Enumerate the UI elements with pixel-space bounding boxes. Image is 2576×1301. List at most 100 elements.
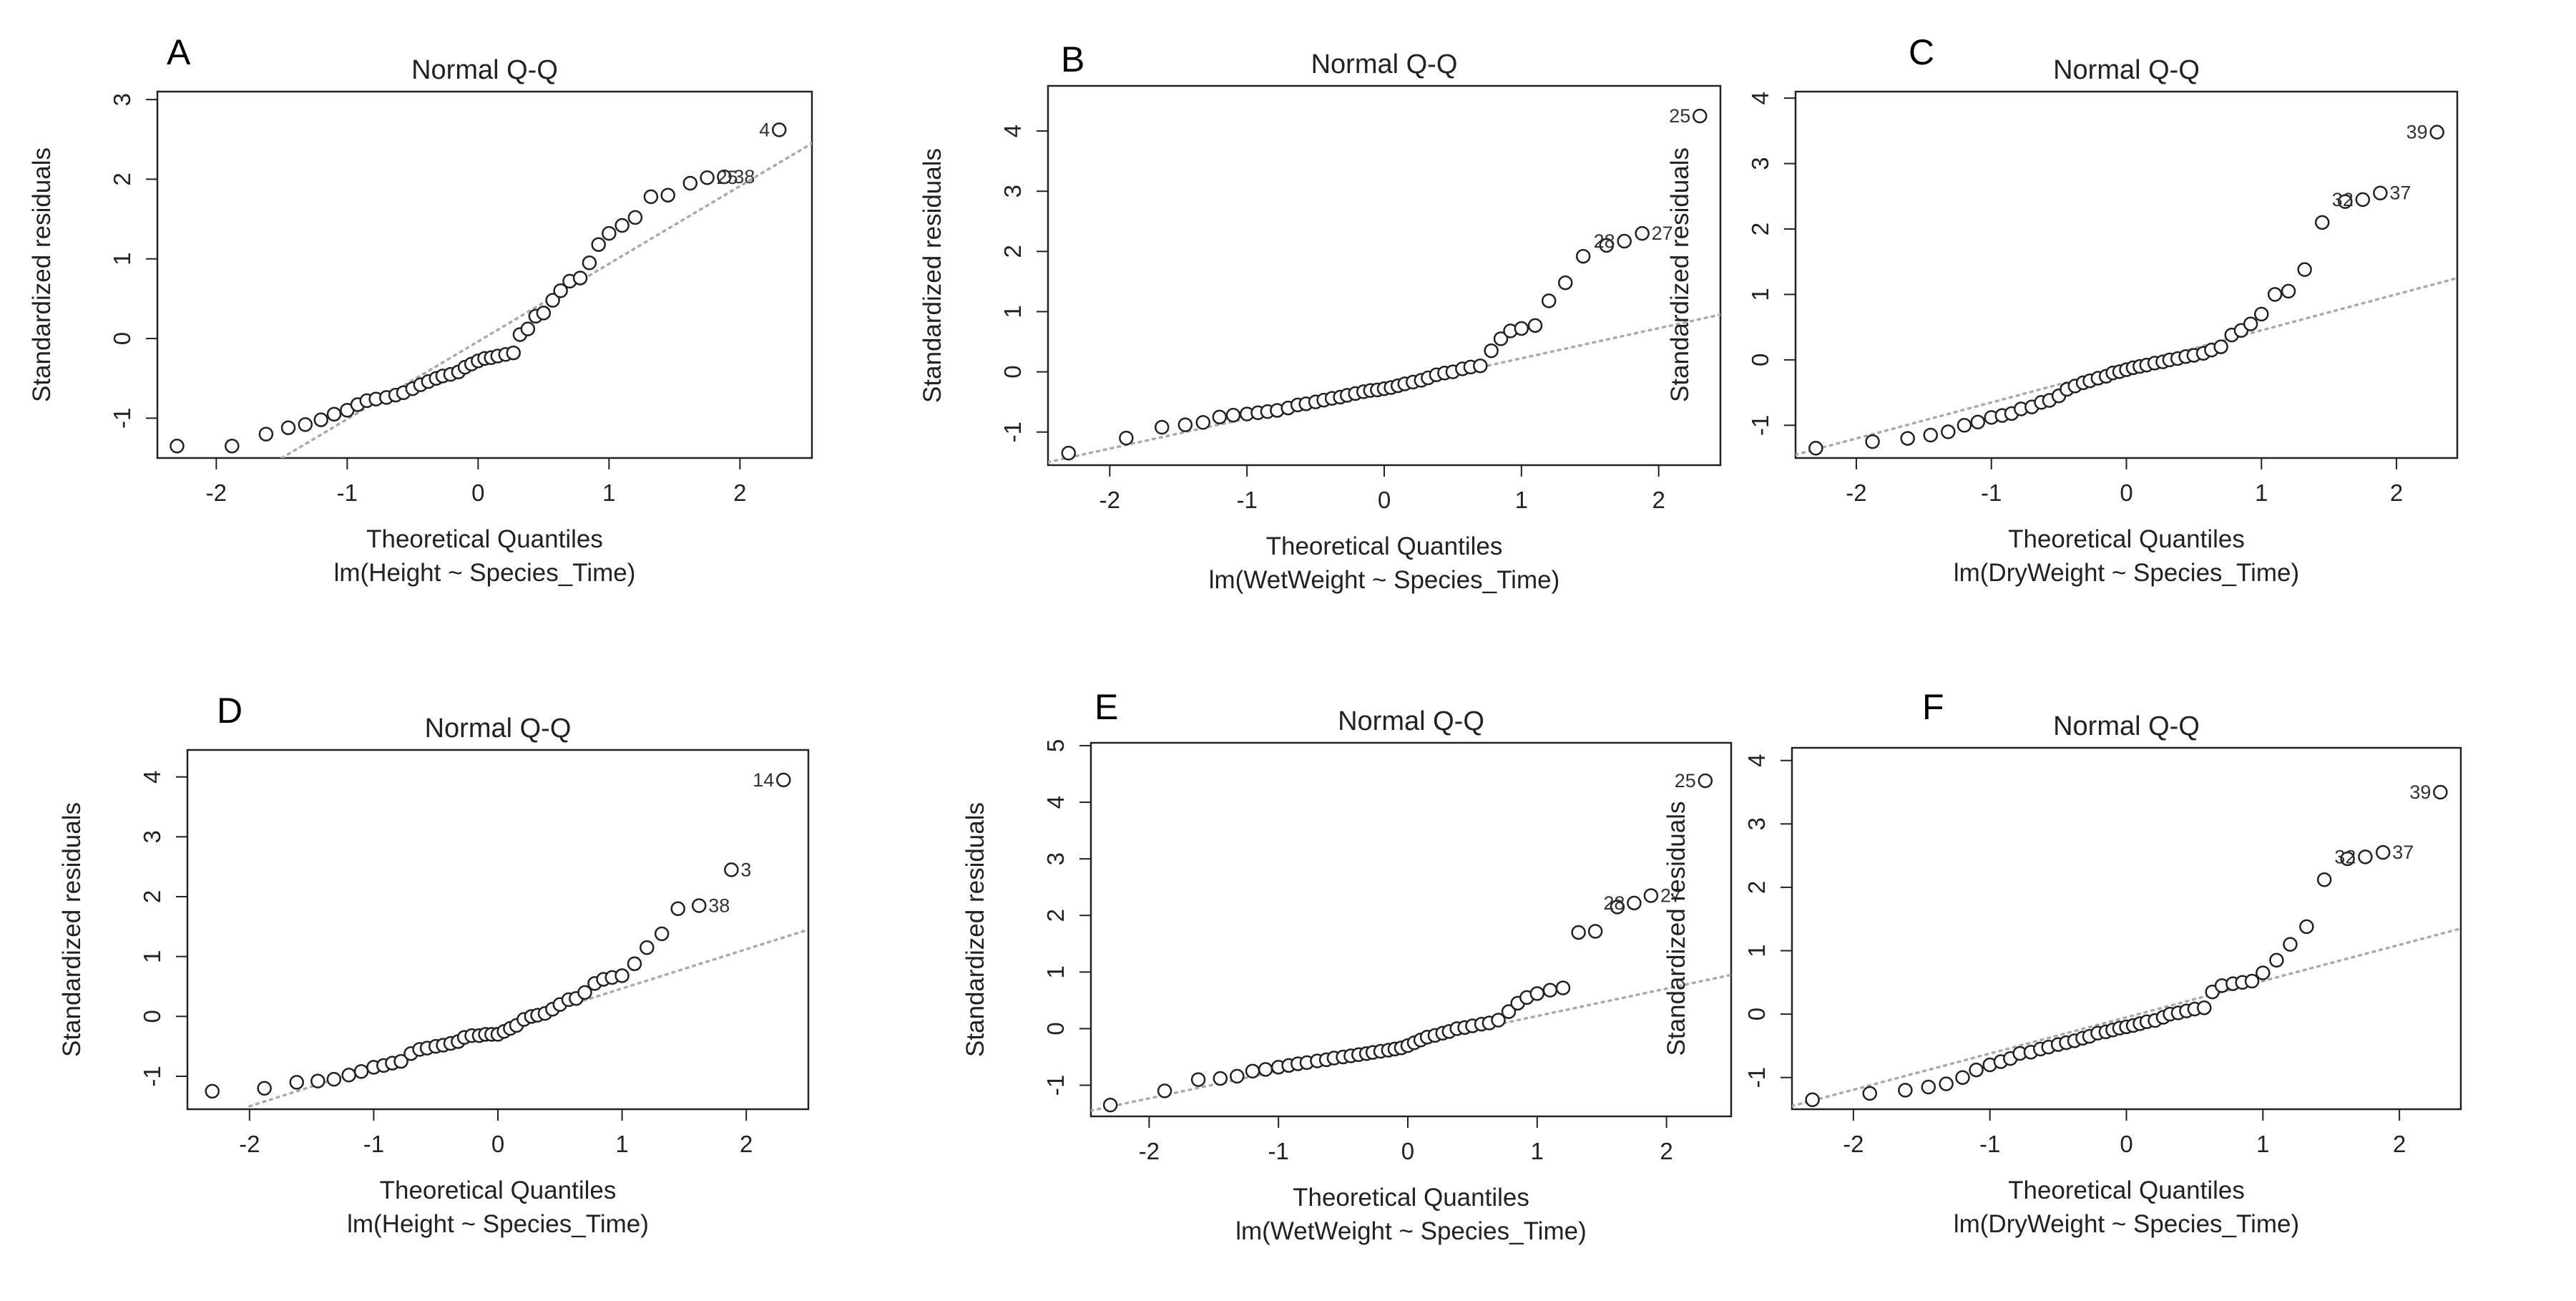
data-point-a <box>682 175 698 191</box>
data-point-c <box>2338 194 2353 209</box>
data-point-e <box>1230 1068 1245 1084</box>
data-point-f <box>1969 1062 1984 1078</box>
y-tick-label-c: 4 <box>1747 92 1773 104</box>
data-point-a <box>536 306 552 321</box>
data-point-a <box>313 412 328 427</box>
data-point-c <box>1957 418 1972 433</box>
data-point-e <box>1213 1071 1228 1086</box>
data-point-e <box>1491 1013 1506 1028</box>
x-tick-label-d: 2 <box>740 1131 753 1157</box>
data-point-c <box>1808 441 1823 456</box>
data-point-a <box>506 345 521 361</box>
data-point-b <box>1617 233 1632 249</box>
x-tick-label-c: -2 <box>1846 479 1866 506</box>
data-point-b <box>1195 415 1211 430</box>
data-point-b <box>1119 430 1134 446</box>
x-tick-label-d: -2 <box>239 1131 260 1157</box>
y-tick-label-a: 3 <box>109 93 135 106</box>
x-tick-label-b: 2 <box>1652 487 1665 513</box>
data-point-d <box>289 1075 305 1090</box>
x-tick-label-d: 0 <box>491 1131 504 1157</box>
data-point-c <box>2355 192 2371 208</box>
data-point-f <box>2375 844 2391 860</box>
x-tick-label-f: 1 <box>2256 1131 2269 1157</box>
point-label-a: 4 <box>759 119 770 140</box>
data-point-f <box>2433 784 2448 800</box>
panel-letter-d: D <box>217 691 243 731</box>
data-point-e <box>1610 900 1625 915</box>
point-label-d: 14 <box>753 769 774 791</box>
y-tick-label-f: 3 <box>1743 817 1770 830</box>
plot-title-f: Normal Q-Q <box>2053 711 2200 741</box>
x-axis-label-b: Theoretical Quantiles <box>1266 532 1503 560</box>
data-point-f <box>1921 1079 1936 1095</box>
data-point-f <box>1898 1083 1913 1098</box>
data-point-f <box>2244 973 2260 989</box>
x-tick-label-e: 1 <box>1531 1138 1544 1164</box>
data-point-b <box>1154 419 1170 435</box>
data-point-c <box>1900 431 1915 446</box>
point-label-c: 37 <box>2389 182 2411 204</box>
data-point-b <box>1635 225 1650 241</box>
y-tick-label-d: 1 <box>139 950 165 963</box>
data-point-c <box>2314 215 2330 230</box>
x-tick-label-b: 0 <box>1378 487 1391 513</box>
x-tick-label-b: 1 <box>1515 487 1528 513</box>
data-point-e <box>1245 1063 1260 1078</box>
data-point-f <box>2299 919 2314 935</box>
data-point-a <box>772 122 787 137</box>
data-point-f <box>1862 1086 1878 1101</box>
point-label-e: 25 <box>1675 770 1696 791</box>
data-point-c <box>2297 262 2312 277</box>
data-point-a <box>572 271 588 286</box>
data-point-d <box>670 901 685 916</box>
data-point-a <box>591 237 606 252</box>
y-tick-label-d: -1 <box>139 1066 165 1086</box>
point-label-e: 28 <box>1603 892 1625 914</box>
panel-letter-c: C <box>1909 32 1934 72</box>
data-point-c <box>1865 434 1880 449</box>
data-point-d <box>205 1083 220 1099</box>
data-point-a <box>225 439 240 454</box>
panel-a: A Normal Q-Q -2 -1 0 1 2 -1 0 1 2 3 Theoretical Quan… <box>28 32 813 587</box>
data-point-b <box>1473 358 1488 374</box>
panel-e: E Normal Q-Q -2 -1 0 1 2 -1 0 1 2 3 4 5 Theoretical Qu… <box>961 687 1733 1245</box>
y-tick-label-f: 2 <box>1743 881 1770 894</box>
y-tick-label-a: 1 <box>109 253 135 265</box>
x-tick-label-c: 2 <box>2390 479 2403 506</box>
data-point-a <box>170 439 185 454</box>
y-tick-label-c: 1 <box>1747 288 1773 301</box>
y-axis-label-a: Standardized residuals <box>28 147 56 402</box>
x-tick-label-e: 0 <box>1401 1138 1414 1164</box>
point-label-d: 38 <box>708 895 730 917</box>
data-point-f <box>1939 1076 1954 1091</box>
point-label-c: 32 <box>2332 189 2354 210</box>
data-point-f <box>1955 1070 1970 1085</box>
y-tick-label-b: 1 <box>999 305 1026 318</box>
y-tick-label-e: 2 <box>1042 909 1069 922</box>
data-point-d <box>654 926 670 942</box>
data-point-a <box>553 283 568 298</box>
point-label-f: 39 <box>2409 781 2431 803</box>
data-point-d <box>310 1073 325 1088</box>
x-tick-label-e: -2 <box>1139 1138 1160 1164</box>
data-point-f <box>2358 849 2373 864</box>
y-tick-label-a: 2 <box>109 172 135 185</box>
plot-frame-b <box>1047 84 1722 467</box>
reference-line-e <box>1091 973 1731 1112</box>
data-point-f <box>2316 872 2332 887</box>
data-point-a <box>602 225 617 241</box>
x-tick-label-a: 1 <box>602 479 615 506</box>
data-point-a <box>717 169 732 185</box>
data-point-a <box>520 321 536 336</box>
panel-letter-a: A <box>167 32 191 72</box>
x-tick-label-d: 1 <box>615 1131 628 1157</box>
data-point-e <box>1698 773 1713 789</box>
plot-frame-e <box>1089 741 1733 1118</box>
x-tick-label-f: -1 <box>1979 1131 2000 1157</box>
point-label-a: 25 <box>717 167 738 188</box>
x-tick-label-c: 0 <box>2120 479 2132 506</box>
x-tick-label-e: -1 <box>1268 1138 1288 1164</box>
data-point-c <box>2429 125 2444 140</box>
